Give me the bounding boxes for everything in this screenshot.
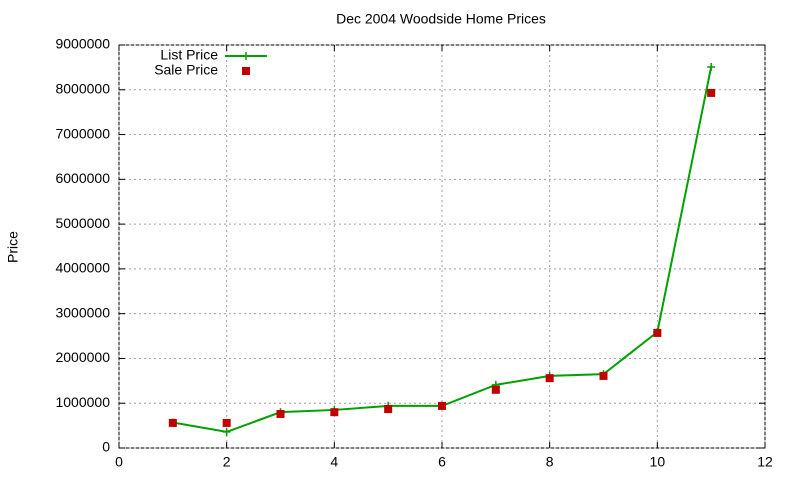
y-tick-label: 9000000 xyxy=(55,36,110,52)
y-tick-label: 5000000 xyxy=(55,215,110,231)
legend-label: Sale Price xyxy=(154,62,218,78)
data-point xyxy=(384,405,393,414)
x-tick-label: 0 xyxy=(115,454,123,470)
x-tick-label: 10 xyxy=(650,454,666,470)
data-point xyxy=(168,418,177,427)
data-point xyxy=(276,409,285,418)
chart-title: Dec 2004 Woodside Home Prices xyxy=(336,11,546,27)
data-point xyxy=(222,418,231,427)
y-tick-label: 7000000 xyxy=(55,125,110,141)
data-point xyxy=(707,62,716,71)
y-axis-label: Price xyxy=(5,231,21,263)
x-tick-label: 4 xyxy=(330,454,338,470)
y-tick-label: 0 xyxy=(102,439,110,455)
data-point xyxy=(330,408,339,417)
legend-label: List Price xyxy=(160,47,218,63)
data-point xyxy=(222,427,231,436)
data-point xyxy=(545,374,554,383)
data-point xyxy=(491,385,500,394)
x-tick-label: 6 xyxy=(438,454,446,470)
x-tick-label: 2 xyxy=(223,454,231,470)
data-point xyxy=(438,401,446,410)
y-tick-label: 2000000 xyxy=(55,349,110,365)
x-tick-label: 8 xyxy=(546,454,554,470)
y-tick-label: 1000000 xyxy=(55,394,110,410)
y-tick-label: 3000000 xyxy=(55,304,110,320)
y-tick-label: 4000000 xyxy=(55,260,110,276)
data-point xyxy=(599,371,608,380)
legend-marker xyxy=(242,52,250,60)
legend-marker xyxy=(242,67,250,75)
data-point xyxy=(653,328,662,337)
y-tick-label: 6000000 xyxy=(55,170,110,186)
data-point xyxy=(707,88,716,97)
y-tick-label: 8000000 xyxy=(55,80,110,96)
x-tick-label: 12 xyxy=(757,454,773,470)
